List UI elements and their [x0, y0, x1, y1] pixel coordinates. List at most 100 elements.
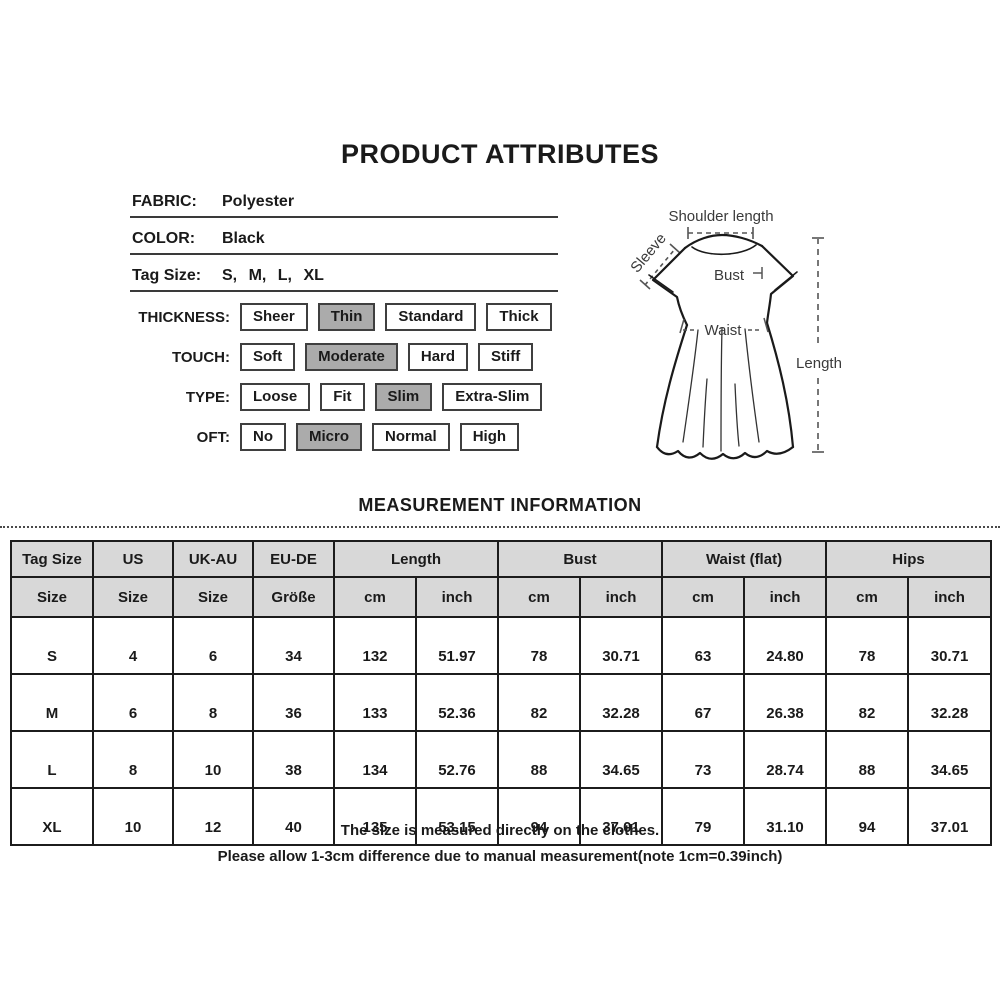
- size-cell: S: [10, 616, 94, 675]
- sub-header-cell: cm: [497, 576, 581, 618]
- data-cell: 63: [661, 616, 745, 675]
- data-cell: 4: [92, 616, 174, 675]
- size-cell: XL: [10, 787, 94, 846]
- data-cell: 51.97: [415, 616, 499, 675]
- data-cell: 94: [497, 787, 581, 846]
- data-cell: 12: [172, 787, 254, 846]
- option-micro: Micro: [296, 423, 363, 451]
- dress-outline: [648, 233, 798, 460]
- option-thick: Thick: [486, 303, 552, 331]
- option-hard: Hard: [407, 343, 469, 371]
- data-cell: 8: [172, 673, 254, 732]
- tag-size-value: S, M, L, XL: [222, 267, 324, 284]
- sub-header-cell: inch: [579, 576, 663, 618]
- data-cell: 34: [252, 616, 335, 675]
- fabric-label: FABRIC:: [132, 193, 197, 210]
- skirt-fold-lines: [682, 327, 760, 452]
- data-cell: 10: [92, 787, 174, 846]
- size-cell: L: [10, 730, 94, 789]
- option-extra-slim: Extra-Slim: [442, 383, 543, 411]
- data-cell: 32.28: [907, 673, 993, 732]
- sub-header-cell: Größe: [252, 576, 335, 618]
- data-cell: 24.80: [743, 616, 828, 675]
- measurement-heading: MEASUREMENT INFORMATION: [358, 495, 642, 515]
- data-cell: 88: [825, 730, 910, 789]
- dotted-divider: [0, 526, 1000, 528]
- data-cell: 40: [252, 787, 335, 846]
- sub-header-cell: cm: [825, 576, 910, 618]
- shoulder-measure-line: [687, 227, 754, 239]
- data-cell: 132: [333, 616, 417, 675]
- choice-row-oft: OFT: No Micro Normal High: [0, 422, 520, 452]
- length-label: Length: [796, 355, 842, 372]
- data-cell: 94: [825, 787, 910, 846]
- data-cell: 52.76: [415, 730, 499, 789]
- note-manual-measurement: Please allow 1-3cm difference due to man…: [217, 848, 783, 865]
- option-thin: Thin: [317, 303, 376, 331]
- sub-header-cell: inch: [907, 576, 993, 618]
- option-high: High: [459, 423, 520, 451]
- data-cell: 88: [497, 730, 581, 789]
- data-cell: 78: [497, 616, 581, 675]
- data-cell: 78: [825, 616, 910, 675]
- data-cell: 32.28: [579, 673, 663, 732]
- table-row-l: L 8 10 38 134 52.76 88 34.65 73 28.74 88 34.65: [10, 730, 993, 789]
- data-cell: 38: [252, 730, 335, 789]
- sub-header-cell: cm: [661, 576, 745, 618]
- page-title: PRODUCT ATTRIBUTES: [341, 139, 659, 169]
- data-cell: 52.36: [415, 673, 499, 732]
- data-cell: 28.74: [743, 730, 828, 789]
- table-row-s: S 4 6 34 132 51.97 78 30.71 63 24.80 78 30.71: [10, 616, 993, 675]
- attr-row-fabric: FABRIC: Polyester: [130, 189, 558, 218]
- attr-row-tag-size: Tag Size: S, M, L, XL: [130, 263, 558, 292]
- choice-row-label: OFT:: [196, 428, 230, 446]
- data-cell: 134: [333, 730, 417, 789]
- data-cell: 10: [172, 730, 254, 789]
- note-measured-on-clothes: The size is measured directly on the clo…: [340, 822, 660, 839]
- data-cell: 82: [825, 673, 910, 732]
- choice-row-label: THICKNESS:: [138, 308, 230, 326]
- group-header-length: Length: [333, 540, 499, 578]
- group-header-waist-flat: Waist (flat): [660, 540, 828, 578]
- table-row-xl: XL 10 12 40 135 53.15 94 37.01 79 31.10 94 37.01: [10, 787, 993, 846]
- group-header-uk-au: UK-AU: [172, 540, 254, 578]
- sub-header-cell: Size: [92, 576, 174, 618]
- option-fit: Fit: [320, 383, 365, 411]
- size-table: Tag Size US UK-AU EU-DE Length Bust Waist (fla…: [10, 540, 993, 846]
- option-moderate: Moderate: [305, 343, 398, 371]
- data-cell: 67: [661, 673, 745, 732]
- data-cell: 30.71: [579, 616, 663, 675]
- option-loose: Loose: [240, 383, 311, 411]
- bust-waist-measure-marks: [679, 267, 769, 334]
- data-cell: 26.38: [743, 673, 828, 732]
- group-header-hips: Hips: [825, 540, 993, 578]
- waist-label: Waist: [705, 322, 743, 339]
- choice-row-type: TYPE: Loose Fit Slim Extra-Slim: [0, 382, 543, 412]
- sub-header-cell: inch: [415, 576, 499, 618]
- sub-header-cell: inch: [743, 576, 828, 618]
- group-header-bust: Bust: [497, 540, 663, 578]
- length-measure-line: [812, 237, 824, 453]
- data-cell: 53.15: [415, 787, 499, 846]
- data-cell: 8: [92, 730, 174, 789]
- attr-row-color: COLOR: Black: [130, 226, 558, 255]
- group-header-eu-de: EU-DE: [252, 540, 335, 578]
- fabric-value: Polyester: [222, 193, 295, 210]
- option-standard: Standard: [385, 303, 477, 331]
- sub-header-cell: Size: [10, 576, 94, 618]
- option-slim: Slim: [374, 383, 433, 411]
- data-cell: 31.10: [743, 787, 828, 846]
- data-cell: 133: [333, 673, 417, 732]
- sleeve-measure-line: [639, 243, 681, 290]
- group-header-us: US: [92, 540, 174, 578]
- option-stiff: Stiff: [478, 343, 534, 371]
- data-cell: 135: [333, 787, 417, 846]
- data-cell: 36: [252, 673, 335, 732]
- data-cell: 30.71: [907, 616, 993, 675]
- bust-label: Bust: [714, 267, 745, 284]
- choice-row-label: TOUCH:: [171, 348, 230, 366]
- option-soft: Soft: [240, 343, 296, 371]
- choice-row-thickness: THICKNESS: Sheer Thin Standard Thick: [0, 302, 552, 332]
- sub-header-cell: cm: [333, 576, 417, 618]
